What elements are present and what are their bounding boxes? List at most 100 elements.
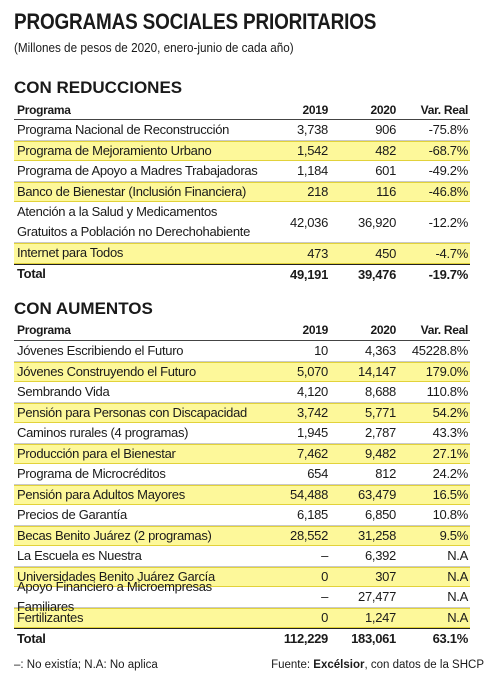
value-2020: 9,482 [364,446,396,462]
value-2020: 36,920 [358,214,396,230]
program-name: Total [17,266,46,282]
table-row: Pensión para Personas con Discapacidad 3,… [14,402,470,423]
value-2019: 1,542 [296,143,328,159]
value-2020: 4,363 [364,343,396,359]
table-row: Jóvenes Construyendo el Futuro 5,070 14,14… [14,361,470,382]
real-change: -49.2% [428,163,469,179]
subtitle: (Millones de pesos de 2020, enero-junio … [14,40,294,55]
section-title: CON AUMENTOS [14,299,153,318]
value-2020: 8,688 [364,384,396,400]
program-name: Banco de Bienestar (Inclusión Financiera… [17,183,247,199]
real-change: -75.8% [428,122,469,138]
real-change: Var. Real [420,323,469,337]
value-2020: 5,771 [364,405,396,421]
source: Fuente: Excélsior, con datos de la SHCP [271,655,484,675]
table-row: Apoyo Financiero a Microempresas Familia… [14,579,470,614]
program-name: Total [17,630,46,646]
total-row: Total 112,229 183,061 63.1% [14,628,470,649]
real-change: 54.2% [432,405,469,421]
source-outlet: Excélsior [313,659,365,671]
table-row: Precios de Garantía 6,185 6,850 10.8% [14,505,470,526]
value-2020: 14,147 [358,364,396,380]
real-change: 10.8% [432,507,469,523]
value-2019: 0 [321,569,328,585]
title: PROGRAMAS SOCIALES PRIORITARIOS [14,9,377,34]
program-name: Internet para Todos [17,245,124,261]
real-change: 24.2% [432,466,469,482]
table-row: Programa de Mejoramiento Urbano 1,542 482 -… [14,140,470,161]
value-2020: 116 [376,184,396,200]
program-name: La Escuela es Nuestra [17,547,142,563]
real-change: 45228.8% [411,343,468,359]
value-2019: 473 [307,245,328,261]
program-name: Jóvenes Escribiendo el Futuro [17,342,184,358]
table-row: Jóvenes Escribiendo el Futuro 10 4,363 4522… [14,341,470,362]
table-row: Sembrando Vida 4,120 8,688 110.8% [14,382,470,403]
value-2020: 482 [375,143,396,159]
value-2019: 6,185 [296,507,328,523]
program-name: Sembrando Vida [17,383,110,399]
footnote: –: No existía; N.A: No aplica [14,659,158,671]
program-name: Fertilizantes [17,609,84,625]
value-2019: 4,120 [296,384,328,400]
section-aumentos: CON AUMENTOS Programa 2019 2020 Var. Real Jóv… [14,298,470,649]
value-2020: 39,476 [358,266,396,282]
table-row: Becas Benito Juárez (2 programas) 28,552 3… [14,525,470,546]
program-name: Universidades Benito Juárez García [17,568,215,584]
real-change: -68.7% [428,143,469,159]
value-2019: 1,184 [296,163,328,179]
real-change: N.A [447,589,468,605]
program-name: Becas Benito Juárez (2 programas) [17,527,212,543]
footer: –: No existía; N.A: No aplica Fuente: Ex… [14,655,484,675]
value-2019: 54,488 [290,487,328,503]
header-row: Programa 2019 2020 Var. Real [14,100,470,120]
source-suffix: , con datos de la SHCP [364,659,484,671]
header-row: Programa 2019 2020 Var. Real [14,320,470,341]
value-2020: 450 [375,245,396,261]
value-2020: 1,247 [364,610,396,626]
real-change: -4.7% [435,245,469,261]
value-2020: 812 [375,466,396,482]
value-2019: 5,070 [296,364,328,380]
value-2019: 2019 [302,102,329,117]
table-row: Atención a la Salud y Medicamentos Gratu… [14,202,470,243]
table-row: Programa Nacional de Reconstrucción 3,738… [14,120,470,141]
real-change: N.A [447,548,468,564]
value-2020: 31,258 [358,528,396,544]
real-change: -46.8% [428,184,469,200]
program-name: Programa Nacional de Reconstrucción [17,121,230,137]
real-change: 16.5% [432,487,469,503]
value-2019: 42,036 [290,214,328,230]
table-row: Caminos rurales (4 programas) 1,945 2,787 4… [14,423,470,444]
value-2019: 112,229 [283,631,328,647]
value-2019: – [321,548,328,564]
program-name: Pensión para Adultos Mayores [17,486,185,502]
table-row: Internet para Todos 473 450 -4.7% [14,243,470,264]
value-2020: 601 [375,163,396,179]
value-2020: 2020 [370,323,397,337]
real-change: Var. Real [420,102,469,117]
value-2020: 63,479 [358,487,396,503]
program-name: Programa de Microcréditos [17,465,166,481]
value-2019: 218 [307,184,328,200]
value-2019: 3,738 [296,122,328,138]
value-2019: 654 [307,466,328,482]
real-change: N.A [447,569,468,585]
source-prefix: Fuente: [271,659,314,671]
section-reducciones: CON REDUCCIONES Programa 2019 2020 Var. Real… [14,76,470,284]
value-2019: 1,945 [296,425,328,441]
table-row: Fertilizantes 0 1,247 N.A [14,607,470,628]
value-2019: 49,191 [290,266,328,282]
table-row: Pensión para Adultos Mayores 54,488 63,479… [14,484,470,505]
value-2019: – [321,589,328,605]
program-name: Jóvenes Construyendo el Futuro [17,363,196,379]
real-change: 110.8% [426,384,469,400]
value-2020: 906 [375,122,396,138]
program-name: Programa de Apoyo a Madres Trabajadoras [17,162,258,178]
value-2020: 183,061 [351,631,396,647]
table-row: Programa de Microcréditos 654 812 24.2% [14,464,470,485]
value-2020: 2,787 [364,425,396,441]
value-2019: 28,552 [290,528,328,544]
program-name: Caminos rurales (4 programas) [17,424,189,440]
value-2020: 27,477 [358,589,396,605]
